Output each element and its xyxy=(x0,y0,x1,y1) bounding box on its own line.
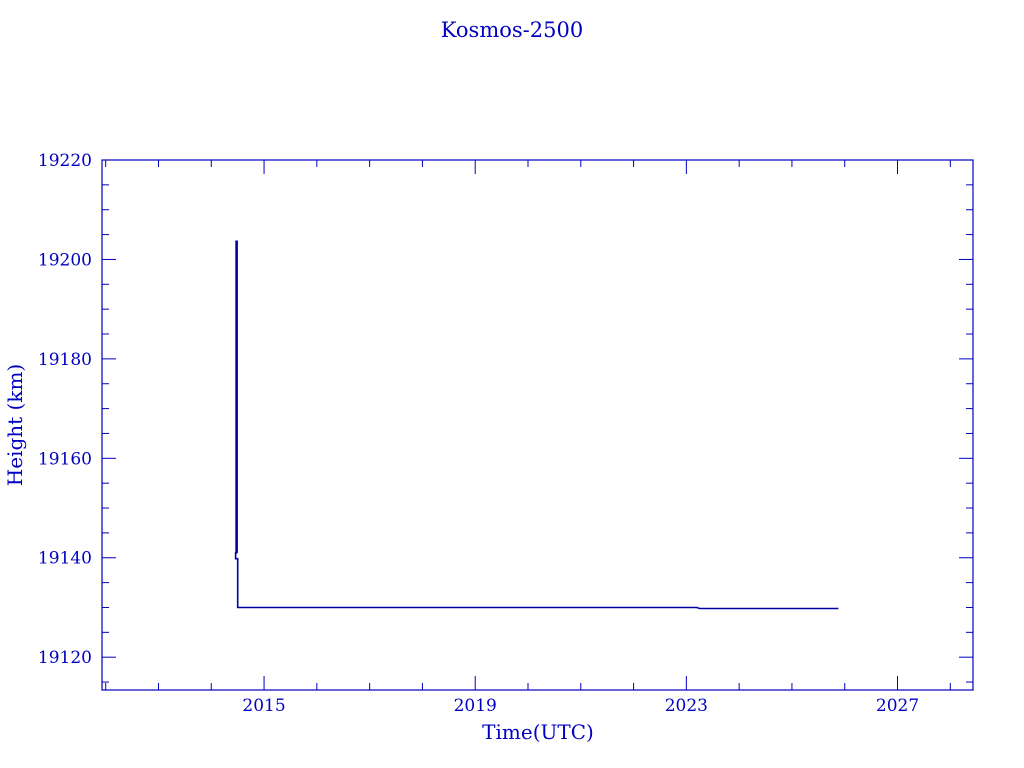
x-tick-label: 2019 xyxy=(454,696,497,716)
x-axis-label: Time(UTC) xyxy=(482,720,594,744)
x-tick-label: 2015 xyxy=(242,696,285,716)
chart-title: Kosmos-2500 xyxy=(441,18,583,42)
y-tick-label: 19160 xyxy=(38,449,92,469)
series-line xyxy=(234,240,839,610)
y-tick-label: 19140 xyxy=(38,549,92,569)
plot-frame xyxy=(101,159,974,691)
y-axis-label: Height (km) xyxy=(3,364,27,486)
y-tick-label: 19180 xyxy=(38,350,92,370)
y-tick-label: 19120 xyxy=(38,648,92,668)
y-tick-label: 19200 xyxy=(38,250,92,270)
x-tick-label: 2023 xyxy=(665,696,708,716)
y-tick-label: 19220 xyxy=(38,151,92,171)
x-tick-label: 2027 xyxy=(876,696,919,716)
